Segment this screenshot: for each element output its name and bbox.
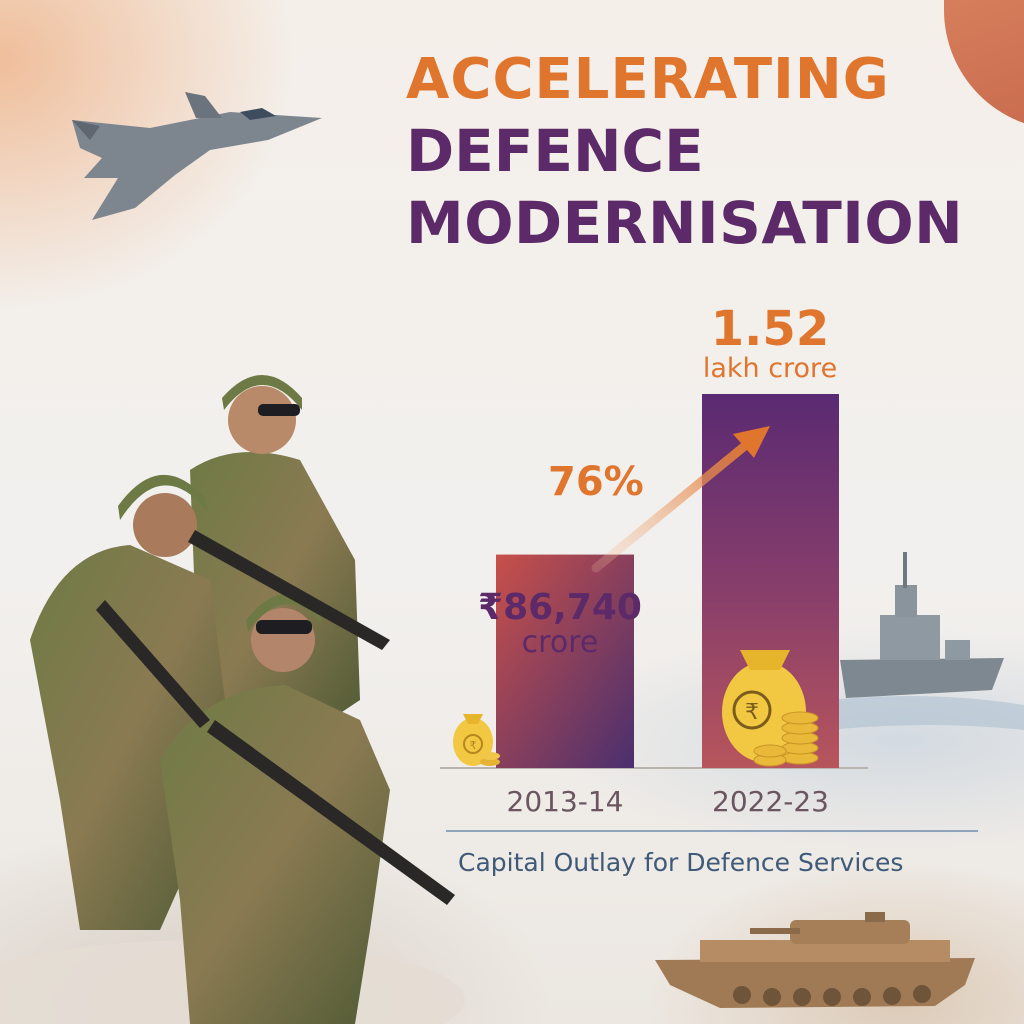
warship-icon: [830, 552, 1024, 730]
fighter-jet-icon: [72, 92, 322, 220]
chart-caption: Capital Outlay for Defence Services: [458, 848, 904, 877]
bar-2013-14: [496, 554, 634, 768]
bar1-data-label: ₹86,740: [478, 587, 642, 628]
title-line-3: MODERNISATION: [406, 189, 964, 257]
bar2-data-unit: lakh crore: [702, 353, 838, 384]
title-line-1: ACCELERATING: [406, 47, 890, 112]
tank-icon: [655, 912, 975, 1008]
svg-text:₹: ₹: [745, 700, 759, 725]
rupee-money-bag-icon: ₹: [453, 714, 500, 766]
x-tick-label: 2013-14: [507, 785, 624, 818]
x-tick-label: 2022-23: [712, 785, 829, 818]
caption-divider: [446, 830, 978, 832]
svg-text:₹: ₹: [470, 739, 477, 752]
rupee-money-bag-icon: ₹: [722, 650, 819, 767]
soldiers-illustration: [0, 375, 465, 1024]
growth-percentage: 76%: [548, 459, 644, 505]
title-line-2: DEFENCE: [406, 117, 704, 185]
page-title: ACCELERATING DEFENCE MODERNISATION: [406, 47, 964, 257]
growth-arrow-icon: [591, 426, 770, 573]
bar1-data-unit: crore: [521, 625, 599, 660]
bar2-data-label: 1.52: [710, 301, 830, 357]
